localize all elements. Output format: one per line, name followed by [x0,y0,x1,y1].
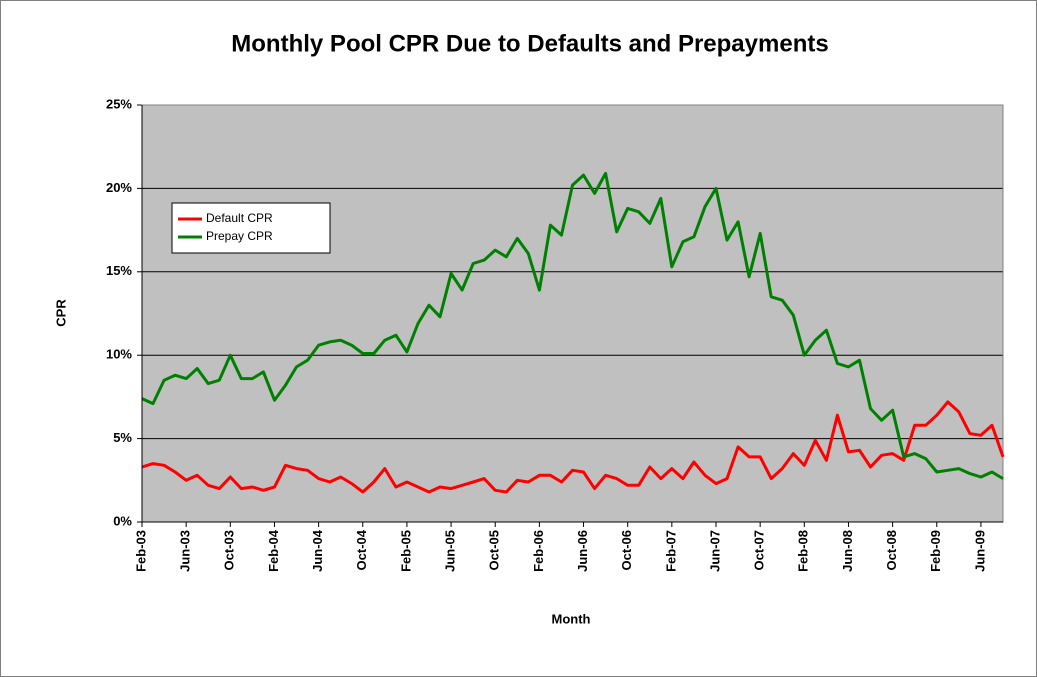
x-tick-label: Jun-08 [840,530,855,572]
x-tick-label: Jun-06 [575,530,590,572]
y-axis-label: CPR [53,299,68,327]
legend-label: Prepay CPR [206,229,273,243]
x-tick-label: Oct-06 [619,530,634,570]
y-tick-label: 15% [106,263,132,278]
y-tick-label: 25% [106,96,132,111]
legend-label: Default CPR [206,211,273,225]
x-tick-label: Feb-03 [133,530,148,572]
chart-title: Monthly Pool CPR Due to Defaults and Pre… [231,30,828,57]
x-tick-label: Oct-05 [487,530,502,570]
line-series [141,400,1005,494]
x-tick-label: Oct-08 [884,530,899,570]
legend-box [171,202,331,254]
x-tick-label: Jun-04 [310,529,325,572]
x-tick-label: Jun-03 [178,530,193,572]
x-axis-label: Month [552,611,591,626]
x-tick-label: Feb-04 [266,529,281,572]
x-tick-label: Feb-06 [531,530,546,572]
x-tick-label: Oct-03 [222,530,237,570]
x-tick-label: Jun-07 [707,530,722,572]
line-series [141,171,1004,480]
x-tick-label: Jun-05 [443,530,458,572]
y-tick-label: 10% [106,347,132,362]
x-tick-label: Jun-09 [972,530,987,572]
x-tick-label: Feb-07 [663,530,678,572]
y-tick-label: 5% [113,430,132,445]
x-tick-label: Oct-04 [354,529,369,570]
x-tick-label: Feb-05 [398,530,413,572]
plot-area [142,105,1003,522]
y-tick-label: 20% [106,180,132,195]
x-tick-label: Feb-08 [796,530,811,572]
y-tick-label: 0% [113,513,132,528]
x-tick-label: Oct-07 [752,530,767,570]
x-tick-label: Feb-09 [928,530,943,572]
